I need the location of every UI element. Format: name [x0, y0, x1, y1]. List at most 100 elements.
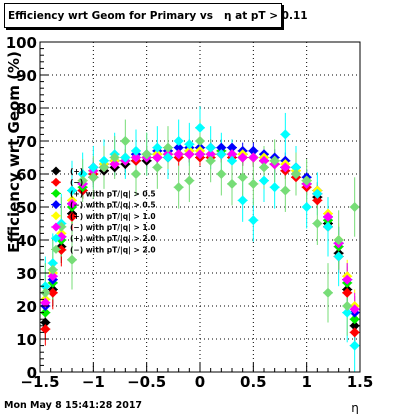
legend-entry-label: (+) with pT/|q| > 1.0 — [70, 212, 156, 222]
legend-marker — [51, 244, 61, 254]
data-point — [47, 287, 58, 298]
data-point — [259, 162, 269, 173]
data-point — [205, 142, 216, 153]
data-point — [216, 169, 227, 179]
data-point — [248, 215, 259, 226]
legend-marker — [51, 211, 61, 221]
data-point — [109, 152, 120, 163]
legend-marker — [51, 222, 61, 232]
data-point — [195, 149, 205, 160]
data-point — [342, 287, 353, 298]
data-points — [40, 122, 360, 351]
y-tick-label: 30 — [16, 265, 37, 283]
data-point — [291, 169, 301, 179]
data-point — [40, 324, 51, 335]
legend: (+) (−) (+) with pT/|q| > 0.5 (−) with pT/|… — [51, 166, 156, 255]
data-point — [67, 198, 77, 209]
data-point — [184, 149, 195, 160]
data-point — [40, 317, 51, 328]
y-axis-label: Efficiency wrt Geom (%) — [5, 51, 23, 253]
data-point — [141, 149, 152, 160]
data-point — [227, 178, 237, 189]
y-tick-label: 100 — [6, 34, 37, 52]
data-point — [77, 169, 88, 179]
data-point — [333, 251, 344, 262]
data-point — [88, 162, 99, 173]
data-point — [259, 175, 269, 186]
data-point — [99, 162, 109, 173]
data-point — [237, 172, 248, 183]
data-point — [40, 287, 51, 298]
x-tick-label: 0.5 — [240, 373, 267, 391]
data-point — [40, 297, 51, 308]
legend-marker — [51, 233, 61, 243]
data-point — [67, 254, 77, 265]
legend-entry-label: (+) with pT/|q| > 2.0 — [70, 234, 156, 244]
data-point — [120, 136, 131, 146]
data-point — [152, 162, 163, 173]
data-point — [47, 258, 58, 269]
x-tick-label: 0 — [195, 373, 205, 391]
data-point — [67, 211, 77, 222]
data-point — [163, 152, 173, 163]
legend-entry-label: (−) — [70, 178, 83, 187]
data-point — [323, 221, 333, 232]
legend-marker — [51, 177, 61, 187]
legend-entry-label: (−) with pT/|q| > 2.0 — [70, 245, 156, 255]
data-point — [173, 149, 184, 160]
data-point — [312, 188, 323, 199]
axis-ticks: 0 10 20 30 40 50 60 70 80 90 100 −1.5 −1 −0.5 0 0.5 1 1.5 — [6, 34, 374, 391]
data-point — [205, 155, 216, 166]
legend-marker — [51, 166, 61, 176]
data-point — [227, 149, 237, 160]
data-point — [301, 175, 312, 186]
y-tick-label: 40 — [16, 232, 37, 250]
data-point — [56, 221, 67, 232]
data-point — [131, 145, 141, 156]
legend-entry-label: (+) — [70, 167, 83, 176]
y-tick-label: 90 — [16, 67, 37, 85]
data-point — [195, 122, 205, 133]
data-point — [280, 162, 291, 173]
y-tick-label: 60 — [16, 166, 37, 184]
data-point — [77, 175, 88, 186]
y-tick-label: 80 — [16, 100, 37, 118]
data-point — [259, 155, 269, 166]
data-point — [131, 152, 141, 163]
data-point — [291, 162, 301, 173]
data-point — [227, 155, 237, 166]
legend-marker — [51, 188, 61, 198]
data-point — [173, 142, 184, 153]
data-point — [349, 327, 360, 338]
data-point — [301, 202, 312, 212]
data-point — [237, 195, 248, 206]
data-point — [131, 169, 141, 179]
data-point — [349, 202, 360, 212]
data-point — [40, 307, 51, 318]
data-point — [152, 142, 163, 153]
data-point — [184, 175, 195, 186]
data-point — [216, 149, 227, 160]
legend-entry-label: (+) with pT/|q| > 0.5 — [70, 189, 156, 199]
data-point — [269, 182, 280, 193]
legend-marker — [51, 200, 61, 210]
data-point — [333, 235, 344, 245]
data-point — [109, 159, 120, 170]
data-point — [205, 149, 216, 160]
data-point — [248, 145, 259, 156]
data-point — [349, 304, 360, 315]
legend-entry-label: (−) with pT/|q| > 1.0 — [70, 223, 156, 233]
data-point — [56, 244, 67, 255]
data-point — [227, 142, 237, 153]
y-tick-label: 70 — [16, 133, 37, 151]
data-point — [248, 178, 259, 189]
data-point — [323, 211, 333, 222]
data-point — [349, 314, 360, 325]
data-point — [40, 281, 51, 292]
y-tick-label: 50 — [16, 199, 37, 217]
data-point — [237, 152, 248, 163]
data-point — [248, 152, 259, 163]
footer-timestamp: Mon May 8 15:41:28 2017 — [4, 400, 143, 411]
data-point — [280, 129, 291, 140]
